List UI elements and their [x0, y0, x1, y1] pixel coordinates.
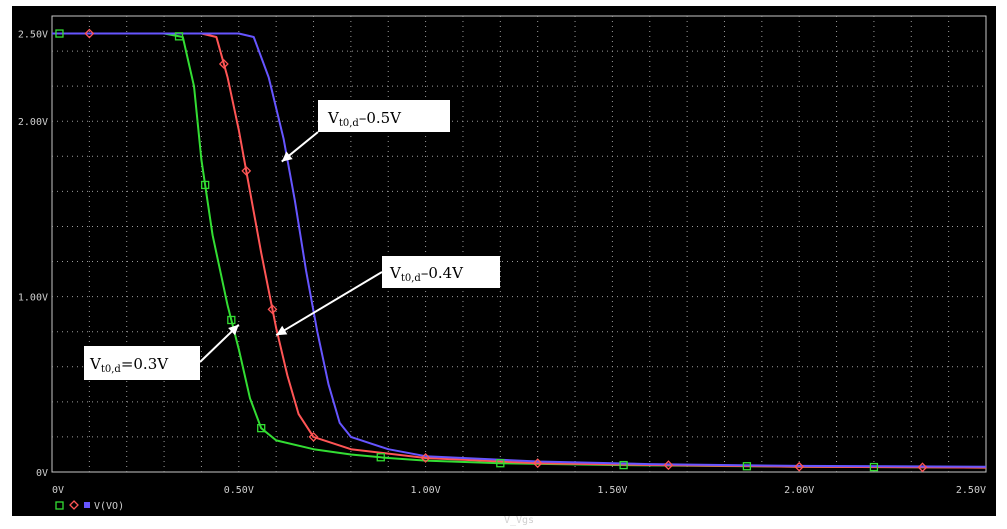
legend: V(VO) [55, 500, 124, 512]
x-tick-label: 0V [52, 485, 64, 496]
series-marker-square [174, 32, 184, 41]
legend-marker-square [55, 501, 64, 510]
series-line-3 [52, 32, 987, 468]
series-markers [55, 28, 928, 473]
annotation-1: Vt0,d–0.5V [318, 100, 450, 132]
annotation-arrow-head [276, 325, 288, 336]
annotation-arrow-head [281, 151, 293, 162]
svg-text:Vt0,d–0.4V: Vt0,d–0.4V [389, 264, 464, 284]
series-marker-diamond [917, 462, 928, 473]
series-marker-diamond [420, 453, 431, 463]
x-axis-label: V_Vgs [504, 515, 534, 526]
series-lines [52, 32, 987, 469]
tick-labels: 0V 0.50V 1.00V 1.50V 2.00V 2.50V 0V 1.00V 2.00V 2… [18, 30, 986, 496]
series-marker-square [55, 29, 64, 38]
series-marker-diamond [84, 28, 95, 39]
series-line-1 [52, 32, 987, 469]
x-tick-label: 1.50V [597, 485, 627, 496]
x-tick-label: 2.50V [956, 485, 986, 496]
series-marker-diamond [267, 304, 278, 315]
x-tick-label: 0.50V [224, 485, 254, 496]
y-tick-label: 2.50V [18, 30, 48, 41]
x-tick-label: 2.00V [784, 485, 814, 496]
series-marker-diamond [218, 59, 229, 69]
legend-marker-line [84, 502, 90, 508]
legend-marker-diamond [69, 500, 79, 510]
series-marker-diamond [794, 461, 805, 472]
series-marker-diamond [241, 166, 252, 176]
svg-text:Vt0,d–0.5V: Vt0,d–0.5V [327, 109, 402, 129]
series-marker-square [257, 424, 266, 433]
series-marker-square [201, 180, 210, 190]
series-marker-square [619, 460, 628, 470]
series-marker-square [869, 462, 879, 472]
annotation-3: Vt0,d=0.3V [84, 346, 200, 380]
annotation-2: Vt0,d–0.4V [382, 256, 500, 288]
annotation-arrows [199, 131, 383, 363]
series-marker-square [496, 459, 505, 468]
series-marker-square [227, 315, 236, 325]
y-tick-label: 0V [36, 468, 48, 479]
legend-label: V(VO) [94, 501, 124, 512]
svg-text:Vt0,d=0.3V: Vt0,d=0.3V [89, 355, 169, 375]
series-marker-square [742, 462, 752, 471]
plot-area [51, 15, 987, 473]
y-tick-label: 2.00V [18, 117, 48, 128]
series-line-2 [52, 32, 987, 469]
annotation-arrow-line [275, 271, 383, 337]
annotation-arrow-head [228, 324, 239, 336]
grid [52, 16, 986, 472]
series-marker-diamond [663, 460, 674, 471]
series-marker-diamond [532, 458, 543, 469]
series-marker-diamond [308, 432, 319, 442]
y-tick-label: 1.00V [18, 293, 48, 304]
series-marker-square [376, 453, 385, 462]
x-tick-label: 1.00V [411, 485, 441, 496]
